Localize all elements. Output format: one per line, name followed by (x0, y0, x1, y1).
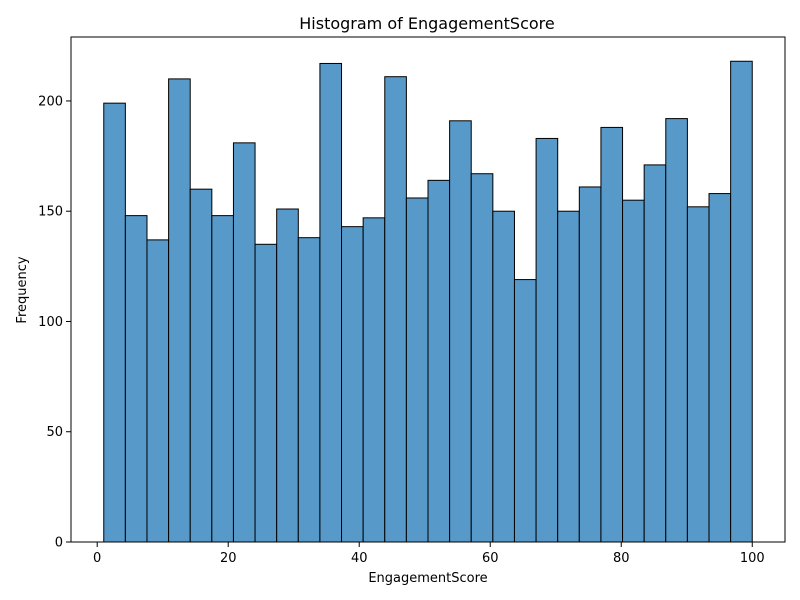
x-axis-label: EngagementScore (368, 571, 487, 586)
histogram-bar (686, 206, 710, 543)
y-axis-ticks: 0 50 100 150 200 (38, 94, 71, 551)
x-tick-label: 0 (93, 551, 101, 566)
histogram-bar (103, 102, 126, 543)
y-tick-label: 100 (38, 315, 63, 330)
histogram-bar (384, 76, 407, 543)
y-tick-label: 0 (55, 536, 63, 551)
histogram-bar (600, 126, 624, 543)
x-tick-label: 40 (351, 551, 368, 566)
histogram-bar (730, 60, 753, 543)
histogram-bar (146, 239, 170, 543)
histogram-bar (297, 237, 321, 543)
histogram-bar (449, 120, 472, 543)
histogram-bar (708, 193, 732, 543)
histogram-bar (643, 164, 667, 543)
x-tick-label: 80 (613, 551, 630, 566)
histogram-bar (254, 243, 278, 543)
histogram-bar (578, 186, 602, 543)
bars-group (103, 60, 753, 543)
y-tick-label: 200 (38, 94, 63, 109)
y-axis-label: Frequency (15, 256, 30, 323)
histogram-bar (168, 78, 191, 543)
x-axis-ticks: 0 20 40 60 80 100 (93, 542, 765, 566)
chart-title: Histogram of EngagementScore (299, 14, 554, 33)
histogram-bar (362, 217, 386, 543)
y-tick-label: 150 (38, 205, 63, 220)
histogram-bar (492, 210, 515, 543)
x-tick-label: 20 (220, 551, 237, 566)
histogram-bar (189, 188, 213, 543)
plot-frame (70, 36, 786, 543)
histogram-bar (405, 197, 429, 543)
histogram-bar (124, 215, 148, 543)
histogram-bar (557, 210, 580, 543)
histogram-bar (470, 173, 494, 543)
x-tick-label: 100 (740, 551, 765, 566)
y-tick-label: 50 (46, 425, 63, 440)
histogram-bar (622, 199, 645, 543)
histogram-bar (211, 215, 234, 543)
histogram-bar (535, 137, 559, 543)
histogram-bar (341, 226, 364, 543)
histogram-bar (513, 279, 537, 543)
x-tick-label: 60 (482, 551, 499, 566)
histogram-bar (427, 179, 451, 543)
histogram-bar (665, 118, 688, 543)
histogram-bar (319, 62, 343, 543)
histogram-bar (232, 142, 256, 543)
histogram-bar (276, 208, 299, 543)
